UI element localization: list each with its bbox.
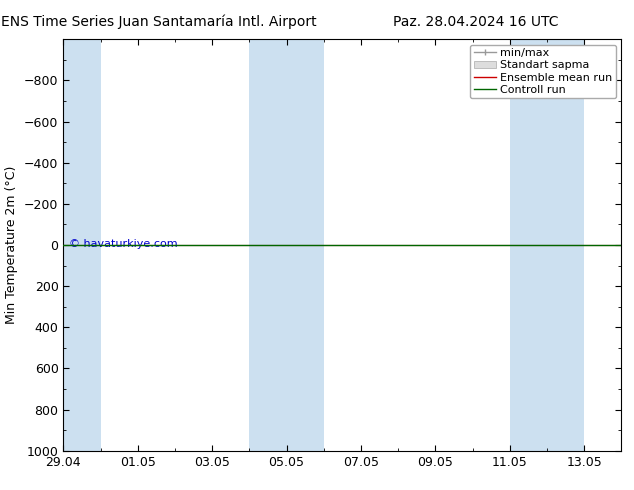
Text: Paz. 28.04.2024 16 UTC: Paz. 28.04.2024 16 UTC [392, 15, 559, 29]
Text: ENS Time Series Juan Santamaría Intl. Airport: ENS Time Series Juan Santamaría Intl. Ai… [1, 15, 316, 29]
Bar [249, 39, 324, 451]
Legend: min/max, Standart sapma, Ensemble mean run, Controll run: min/max, Standart sapma, Ensemble mean r… [470, 45, 616, 98]
Y-axis label: Min Temperature 2m (°C): Min Temperature 2m (°C) [6, 166, 18, 324]
Bar [63, 39, 101, 451]
Text: © havaturkiye.com: © havaturkiye.com [69, 239, 178, 249]
Bar [510, 39, 584, 451]
